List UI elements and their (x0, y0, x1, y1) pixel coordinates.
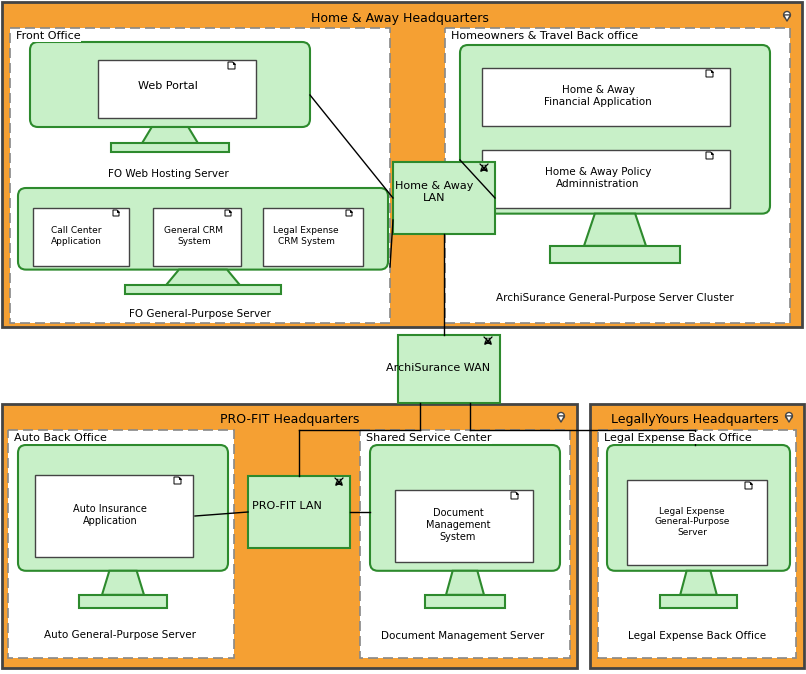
Polygon shape (113, 210, 119, 216)
Polygon shape (706, 152, 713, 159)
Text: Home & Away
Financial Application: Home & Away Financial Application (544, 85, 652, 106)
Bar (153, 208, 241, 266)
FancyBboxPatch shape (18, 445, 228, 571)
Bar (395, 490, 533, 562)
Polygon shape (166, 270, 240, 285)
Polygon shape (511, 492, 518, 499)
Text: Front Office: Front Office (16, 31, 81, 41)
Bar (598, 430, 796, 658)
Text: Document Management Server: Document Management Server (381, 631, 545, 641)
Text: Legal Expense
CRM System: Legal Expense CRM System (273, 226, 339, 246)
Text: General CRM
System: General CRM System (164, 226, 223, 246)
Text: Home & Away Policy
Adminnistration: Home & Away Policy Adminnistration (545, 167, 651, 189)
Polygon shape (516, 492, 518, 495)
Polygon shape (783, 15, 791, 21)
Bar (125, 285, 280, 294)
Bar (425, 595, 505, 608)
Polygon shape (711, 152, 713, 154)
Bar (482, 68, 730, 126)
Polygon shape (179, 477, 181, 479)
FancyBboxPatch shape (370, 445, 560, 571)
Polygon shape (233, 62, 235, 65)
Text: Homeowners & Travel Back office: Homeowners & Travel Back office (451, 31, 638, 41)
Text: PRO-FIT Headquarters: PRO-FIT Headquarters (220, 413, 359, 426)
Polygon shape (229, 210, 231, 212)
Text: Home & Away
LAN: Home & Away LAN (395, 181, 473, 203)
Text: ArchiSurance WAN: ArchiSurance WAN (386, 363, 490, 373)
Text: ArchiSurance General-Purpose Server Cluster: ArchiSurance General-Purpose Server Clus… (496, 293, 734, 303)
Bar (660, 595, 737, 608)
Bar (627, 480, 767, 565)
Bar (482, 150, 730, 208)
Bar (98, 60, 256, 118)
Text: Auto Back Office: Auto Back Office (14, 433, 107, 443)
Polygon shape (225, 210, 231, 216)
FancyBboxPatch shape (460, 45, 770, 214)
Text: Shared Service Center: Shared Service Center (366, 433, 492, 443)
Bar (445, 28, 790, 323)
Bar (263, 208, 363, 266)
Text: Web Portal: Web Portal (138, 81, 198, 91)
Bar (35, 475, 193, 557)
Text: LegallyYours Headquarters: LegallyYours Headquarters (611, 413, 779, 426)
Text: FO Web Hosting Server: FO Web Hosting Server (108, 169, 228, 179)
Bar (2, 2, 802, 327)
Bar (10, 28, 390, 323)
Polygon shape (584, 214, 646, 246)
Polygon shape (142, 127, 198, 144)
Polygon shape (102, 571, 144, 595)
FancyBboxPatch shape (607, 445, 790, 571)
Text: PRO-FIT LAN: PRO-FIT LAN (252, 501, 322, 511)
Polygon shape (117, 210, 119, 212)
Text: Legal Expense
General-Purpose
Server: Legal Expense General-Purpose Server (654, 507, 729, 537)
Circle shape (558, 412, 564, 419)
Text: Auto General-Purpose Server: Auto General-Purpose Server (44, 630, 196, 640)
Bar (248, 476, 350, 548)
Bar (393, 162, 495, 234)
Polygon shape (706, 70, 713, 77)
Bar (550, 246, 680, 264)
Polygon shape (680, 571, 717, 595)
Bar (79, 595, 167, 608)
FancyBboxPatch shape (30, 42, 310, 127)
Polygon shape (350, 210, 352, 212)
Text: Legal Expense Back Office: Legal Expense Back Office (628, 631, 766, 641)
Text: Auto Insurance
Application: Auto Insurance Application (73, 504, 147, 526)
Text: Home & Away Headquarters: Home & Away Headquarters (311, 12, 489, 25)
Bar (398, 335, 500, 403)
Polygon shape (228, 62, 235, 69)
Text: Call Center
Application: Call Center Application (51, 226, 102, 246)
Bar (111, 144, 229, 152)
Circle shape (786, 412, 792, 419)
Polygon shape (745, 482, 752, 489)
Text: Legal Expense Back Office: Legal Expense Back Office (604, 433, 752, 443)
Polygon shape (346, 210, 352, 216)
Bar (360, 430, 570, 658)
Polygon shape (446, 571, 484, 595)
Bar (590, 404, 804, 668)
Circle shape (783, 11, 791, 18)
Text: FO General-Purpose Server: FO General-Purpose Server (129, 309, 271, 319)
Bar (8, 430, 234, 658)
Polygon shape (786, 416, 792, 422)
Polygon shape (558, 416, 564, 422)
Polygon shape (174, 477, 181, 484)
Polygon shape (711, 70, 713, 72)
Bar (2, 404, 577, 668)
FancyBboxPatch shape (18, 188, 388, 270)
Text: Document
Management
System: Document Management System (426, 508, 490, 542)
Bar (33, 208, 129, 266)
Polygon shape (750, 482, 752, 485)
